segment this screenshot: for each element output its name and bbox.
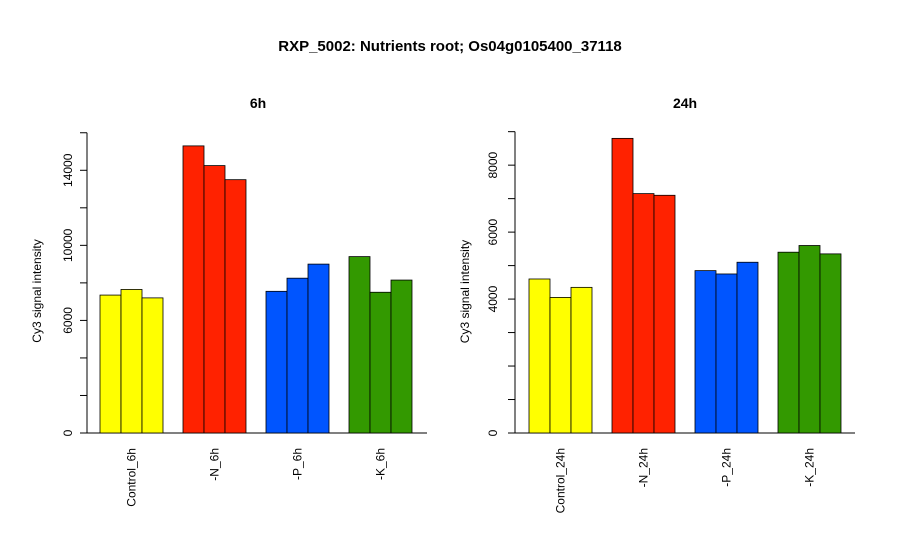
- bar: [99, 294, 122, 434]
- bar: [715, 273, 738, 434]
- bar: [203, 165, 226, 434]
- bar: [694, 270, 717, 434]
- bar: [549, 297, 572, 434]
- y-tick-label: 6000: [61, 307, 75, 334]
- bar: [390, 279, 413, 434]
- panel-title: 24h: [673, 95, 697, 111]
- bar: [182, 145, 205, 434]
- y-axis-label: Cy3 signal intensity: [458, 240, 472, 343]
- y-axis-label: Cy3 signal intensity: [30, 239, 44, 342]
- bar: [736, 261, 759, 434]
- y-tick-label: 0: [61, 429, 75, 436]
- x-category-label: -N_6h: [208, 448, 222, 481]
- bar: [632, 193, 655, 434]
- bar: [570, 286, 593, 434]
- bar: [286, 277, 309, 434]
- bar: [120, 289, 143, 434]
- y-tick-label: 14000: [61, 153, 75, 187]
- x-category-label: -K_24h: [803, 448, 817, 487]
- x-category-label: -P_24h: [720, 448, 734, 487]
- bar: [307, 263, 330, 434]
- bar: [141, 297, 164, 434]
- x-category-label: Control_6h: [125, 448, 139, 507]
- bar: [528, 278, 551, 434]
- y-tick-label: 8000: [486, 151, 500, 178]
- y-tick-label: 0: [486, 429, 500, 436]
- bar: [819, 253, 842, 434]
- bar: [369, 291, 392, 434]
- y-tick-label: 10000: [61, 228, 75, 262]
- bar: [265, 290, 288, 434]
- chart-main-title: RXP_5002: Nutrients root; Os04g0105400_3…: [278, 38, 622, 55]
- x-category-label: Control_24h: [554, 448, 568, 513]
- bar: [653, 194, 676, 434]
- x-category-label: -K_6h: [374, 448, 388, 480]
- y-tick-label: 6000: [486, 218, 500, 245]
- x-category-label: -P_6h: [291, 448, 305, 480]
- bar: [798, 245, 821, 434]
- panel-title: 6h: [250, 95, 266, 111]
- bar: [611, 137, 634, 434]
- bar: [348, 256, 371, 434]
- x-category-label: -N_24h: [637, 448, 651, 487]
- bar: [777, 251, 800, 434]
- bar: [224, 179, 247, 434]
- y-tick-label: 4000: [486, 285, 500, 312]
